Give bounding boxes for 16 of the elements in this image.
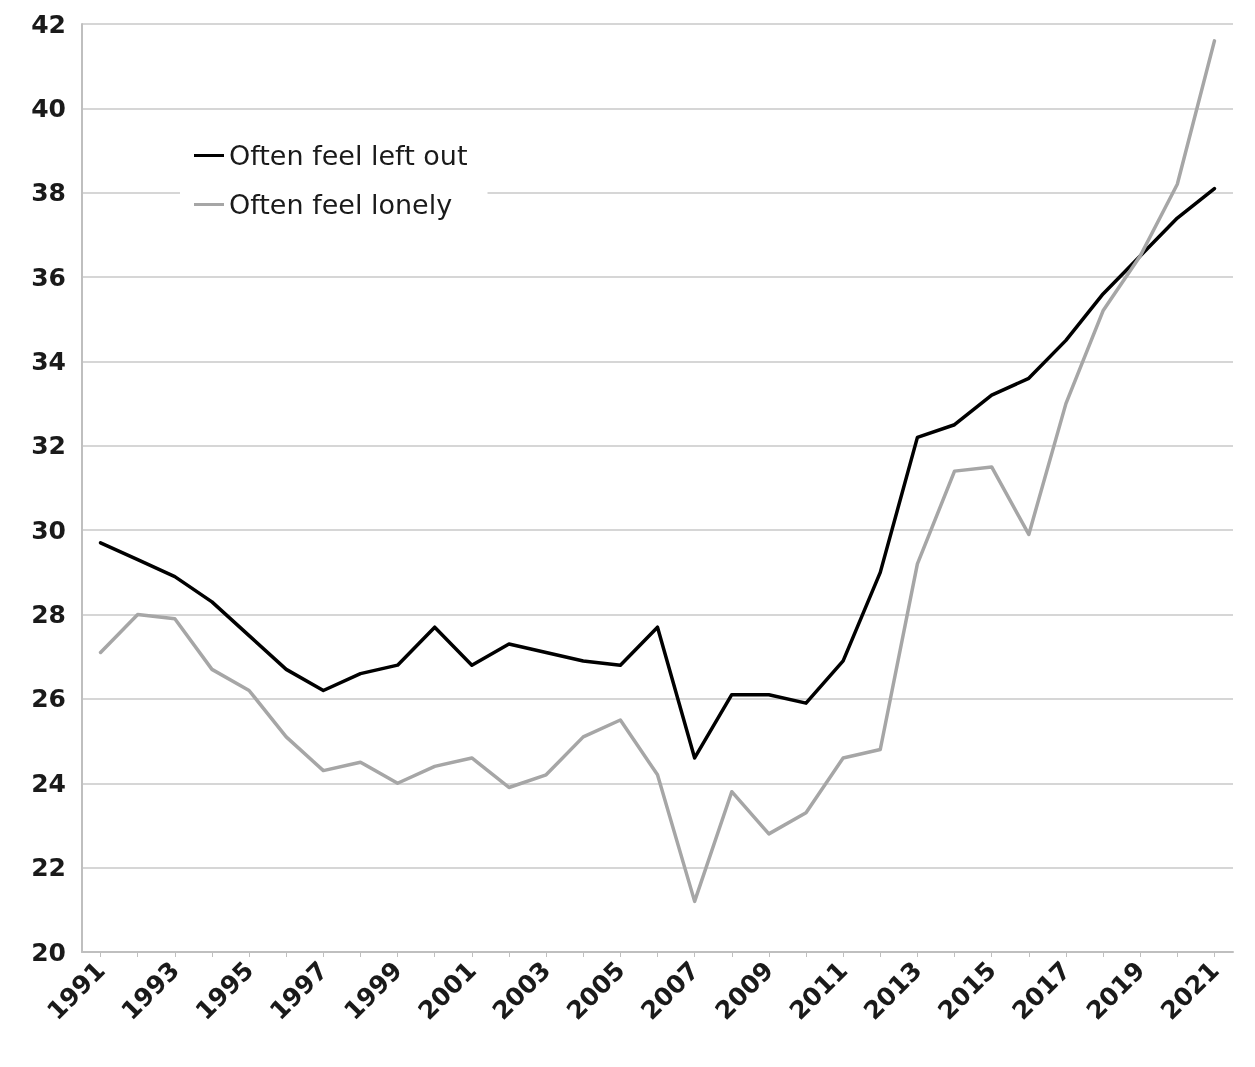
line-series: [98, 39, 1217, 904]
y-tick-label: 30: [31, 515, 66, 545]
y-tick-label: 40: [31, 93, 66, 123]
y-tick-label: 24: [31, 768, 66, 798]
line-series: [98, 186, 1217, 760]
y-tick-label: 34: [31, 346, 66, 376]
y-tick-label: 36: [31, 262, 66, 292]
y-tick-label: 42: [31, 9, 66, 39]
y-tick-label: 26: [31, 684, 66, 714]
y-tick-label: 38: [31, 178, 66, 208]
y-tick-label: 28: [31, 600, 66, 630]
y-tick-label: 22: [31, 853, 66, 883]
y-tick-label: 20: [31, 937, 66, 967]
legend-label: Often feel lonely: [229, 189, 453, 220]
y-tick-label: 32: [31, 431, 66, 461]
legend-label: Often feel left out: [229, 140, 468, 171]
